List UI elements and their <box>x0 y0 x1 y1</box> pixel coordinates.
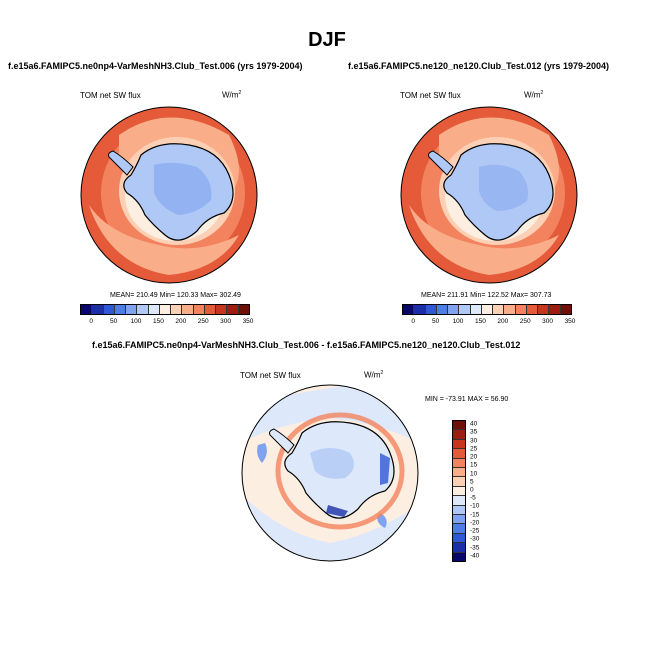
colorbar-tick-label: 40 <box>470 420 478 428</box>
colorbar-tick-label: 50 <box>109 318 118 325</box>
polar-map-panel1 <box>80 106 258 284</box>
colorbar-tick-label: 150 <box>152 318 164 325</box>
diff-title: f.e15a6.FAMIPC5.ne0np4-VarMeshNH3.Club_T… <box>92 340 521 350</box>
colorbar-tick-label: 15 <box>470 461 478 469</box>
colorbar-swatch <box>526 305 539 314</box>
colorbar-tick-label: 5 <box>470 478 474 486</box>
colorbar-tick-label: 100 <box>452 318 464 325</box>
panel1-colorbar <box>80 304 250 315</box>
colorbar-swatch <box>453 533 465 544</box>
diff-stats: MIN = -73.91 MAX = 56.90 <box>425 396 509 403</box>
diff-variable-label: TOM net SW flux <box>240 371 301 380</box>
colorbar-swatch <box>538 305 550 314</box>
colorbar-tick-label: 20 <box>470 453 478 461</box>
colorbar-tick-label: 10 <box>470 470 478 478</box>
panel1-units: W/m2 <box>222 90 242 100</box>
colorbar-swatch <box>436 305 449 314</box>
colorbar-swatch <box>453 486 465 497</box>
colorbar-tick-label: 30 <box>470 437 478 445</box>
colorbar-swatch <box>504 305 516 314</box>
panel2-case-title: f.e15a6.FAMIPC5.ne120_ne120.Club_Test.01… <box>348 61 609 71</box>
colorbar-tick-label: 300 <box>220 318 232 325</box>
colorbar-swatch <box>453 543 465 553</box>
colorbar-swatch <box>493 305 505 314</box>
diff-colorbar <box>452 420 466 562</box>
colorbar-swatch <box>103 305 115 314</box>
panel2-colorbar <box>402 304 572 315</box>
colorbar-swatch <box>159 305 172 314</box>
colorbar-swatch <box>549 305 561 314</box>
colorbar-swatch <box>126 305 138 314</box>
colorbar-tick-label: 0 <box>411 318 415 325</box>
diff-units: W/m2 <box>364 370 384 380</box>
colorbar-swatch <box>193 305 205 314</box>
colorbar-tick-label: 35 <box>470 428 478 436</box>
polar-map-difference <box>241 384 419 562</box>
colorbar-tick-label: 100 <box>130 318 142 325</box>
colorbar-swatch <box>560 305 571 314</box>
colorbar-swatch <box>453 449 465 459</box>
colorbar-tick-label: 300 <box>542 318 554 325</box>
colorbar-swatch <box>515 305 527 314</box>
colorbar-swatch <box>182 305 194 314</box>
polar-map-panel2 <box>400 106 578 284</box>
colorbar-swatch <box>227 305 239 314</box>
colorbar-swatch <box>453 515 465 525</box>
panel2-units: W/m2 <box>524 90 544 100</box>
colorbar-swatch <box>92 305 104 314</box>
panel1-stats: MEAN= 210.49 Min= 120.33 Max= 302.49 <box>110 292 241 299</box>
colorbar-tick-label: -35 <box>470 544 480 552</box>
colorbar-swatch <box>453 430 465 440</box>
colorbar-swatch <box>238 305 249 314</box>
colorbar-tick-label: 250 <box>519 318 531 325</box>
colorbar-swatch <box>453 552 465 562</box>
colorbar-tick-label: -10 <box>470 502 480 510</box>
colorbar-swatch <box>453 524 465 534</box>
panel1-case-title: f.e15a6.FAMIPC5.ne0np4-VarMeshNH3.Club_T… <box>8 61 303 71</box>
colorbar-tick-label: -20 <box>470 519 480 527</box>
colorbar-tick-label: 25 <box>470 445 478 453</box>
colorbar-tick-label: 0 <box>470 486 474 494</box>
panel2-stats: MEAN= 211.91 Min= 122.52 Max= 307.73 <box>421 292 552 299</box>
colorbar-swatch <box>459 305 471 314</box>
colorbar-swatch <box>148 305 160 314</box>
colorbar-tick-label: 150 <box>474 318 486 325</box>
colorbar-swatch <box>453 496 465 506</box>
colorbar-swatch <box>448 305 460 314</box>
colorbar-swatch <box>453 458 465 469</box>
colorbar-swatch <box>403 305 415 314</box>
colorbar-swatch <box>453 468 465 478</box>
colorbar-tick-label: -40 <box>470 552 480 560</box>
colorbar-swatch <box>453 477 465 487</box>
colorbar-swatch <box>216 305 228 314</box>
colorbar-tick-label: -15 <box>470 511 480 519</box>
colorbar-tick-label: -30 <box>470 535 480 543</box>
colorbar-swatch <box>414 305 426 314</box>
colorbar-tick-label: 0 <box>89 318 93 325</box>
colorbar-swatch <box>204 305 217 314</box>
panel2-variable-label: TOM net SW flux <box>400 91 461 100</box>
colorbar-swatch <box>453 439 465 450</box>
colorbar-tick-label: -25 <box>470 527 480 535</box>
colorbar-tick-label: 200 <box>175 318 187 325</box>
colorbar-tick-label: 200 <box>497 318 509 325</box>
colorbar-tick-label: 250 <box>197 318 209 325</box>
colorbar-swatch <box>81 305 93 314</box>
colorbar-swatch <box>114 305 127 314</box>
colorbar-swatch <box>171 305 183 314</box>
colorbar-swatch <box>425 305 437 314</box>
colorbar-swatch <box>453 421 465 431</box>
season-title: DJF <box>308 29 346 51</box>
colorbar-swatch <box>137 305 149 314</box>
colorbar-swatch <box>470 305 482 314</box>
colorbar-swatch <box>481 305 494 314</box>
colorbar-swatch <box>453 505 465 516</box>
colorbar-tick-label: 350 <box>242 318 254 325</box>
panel1-variable-label: TOM net SW flux <box>80 91 141 100</box>
colorbar-tick-label: -5 <box>470 494 476 502</box>
colorbar-tick-label: 50 <box>431 318 440 325</box>
colorbar-tick-label: 350 <box>564 318 576 325</box>
